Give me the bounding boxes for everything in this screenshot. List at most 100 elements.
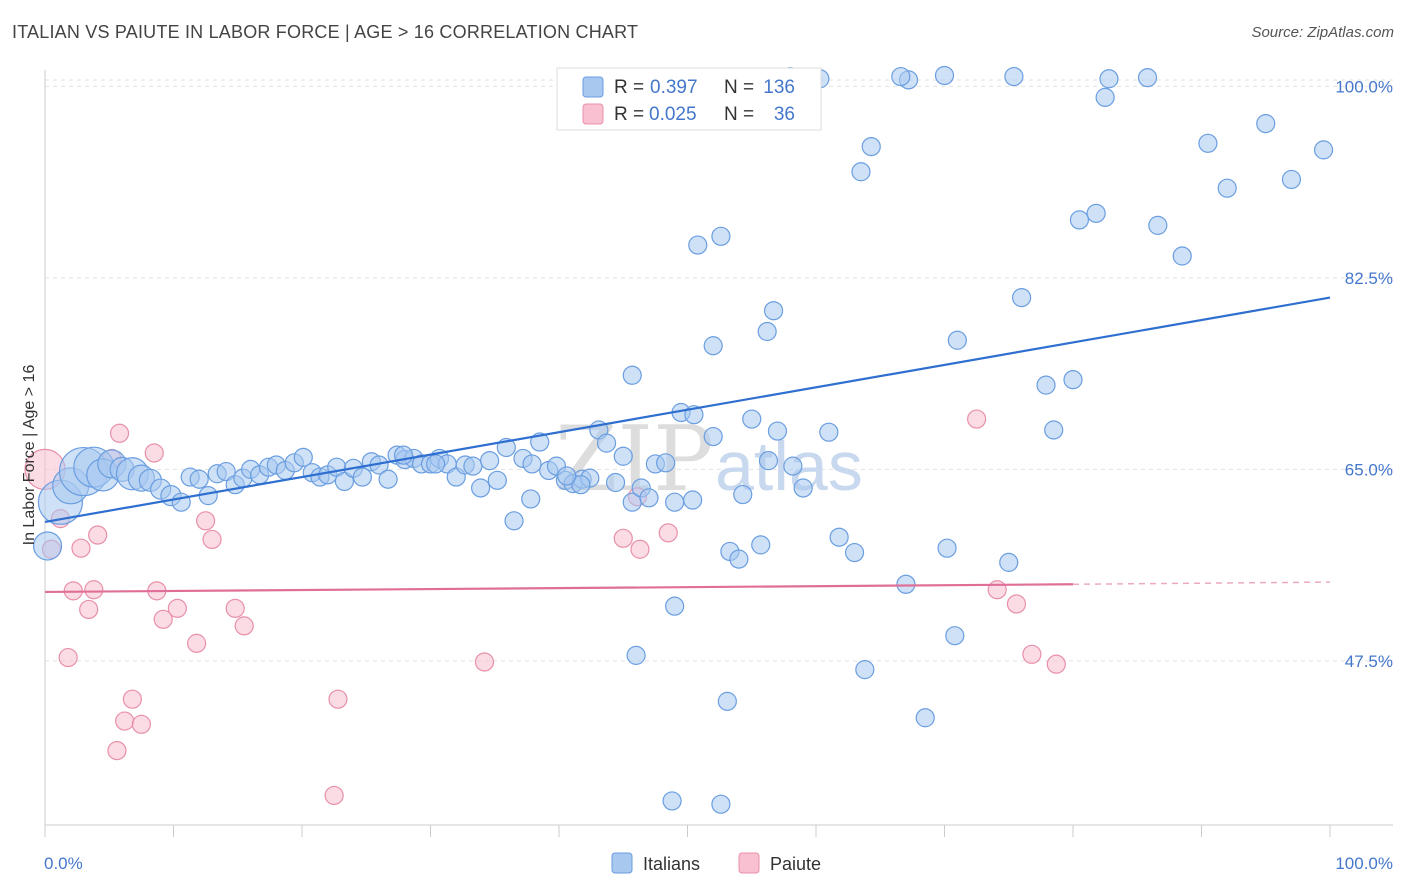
italians-point-107	[861, 136, 881, 157]
paiute-point-32	[1006, 594, 1027, 614]
italians-point-49	[480, 451, 500, 471]
paiute-point-6	[84, 580, 104, 600]
legend-n-label-paiute: N =	[724, 104, 754, 125]
stats-legend: R = 0.397 N = 136 R = 0.025 N = 36	[556, 67, 822, 131]
paiute-point-11	[115, 711, 135, 731]
y-tick-label-2: 82.5%	[1345, 269, 1393, 288]
y-tick-label-3: 100.0%	[1335, 77, 1393, 96]
paiute-point-25	[474, 652, 495, 672]
paiute-point-17	[167, 598, 187, 618]
italians-point-18	[216, 461, 236, 482]
italians-point-82	[742, 409, 762, 429]
x-tick-label-1: 100.0%	[1335, 854, 1393, 873]
italians-point-81	[729, 549, 749, 569]
paiute-point-21	[225, 598, 245, 618]
italians-point-99	[711, 794, 731, 814]
italians-point-126	[1313, 140, 1334, 160]
italians-point-97	[622, 365, 642, 385]
series-legend-swatch-italians	[611, 852, 633, 874]
italians-point-96	[915, 708, 935, 728]
legend-r-label-paiute: R =	[614, 104, 644, 125]
legend-n-value-italians: 136	[763, 77, 795, 98]
italians-point-27	[293, 447, 313, 467]
paiute-point-23	[328, 689, 348, 709]
italians-point-110	[945, 626, 965, 646]
italians-point-52	[504, 511, 524, 531]
paiute-point-34	[1046, 654, 1066, 674]
italians-point-47	[463, 456, 483, 476]
paiute-point-12	[122, 689, 142, 709]
paiute-point-31	[987, 580, 1007, 600]
y-axis-label: In Labor Force | Age > 16	[21, 365, 38, 546]
italians-point-68	[639, 488, 659, 508]
italians-point-94	[733, 484, 753, 505]
italians-point-54	[521, 489, 541, 509]
italians-point-76	[665, 492, 685, 512]
italians-point-100	[688, 235, 708, 255]
paiute-point-18	[187, 633, 207, 653]
y-tick-label-0: 47.5%	[1345, 652, 1393, 671]
paiute-point-29	[658, 523, 678, 543]
italians-point-123	[1217, 178, 1237, 198]
italians-point-102	[717, 691, 737, 711]
italians-point-112	[1036, 375, 1056, 395]
y-tick-label-1: 65.0%	[1345, 460, 1393, 479]
italians-points	[32, 65, 1334, 814]
italians-point-69	[571, 475, 591, 495]
italians-point-101	[711, 226, 731, 246]
italians-point-65	[613, 446, 633, 466]
italians-point-0	[32, 531, 63, 561]
legend-n-value-paiute: 36	[774, 104, 795, 125]
paiute-point-10	[109, 423, 130, 443]
paiute-point-9	[107, 740, 127, 761]
italians-point-32	[334, 471, 355, 492]
series-legend-label-paiute: Paiute	[770, 854, 821, 874]
italians-point-84	[767, 421, 788, 441]
legend-n-label-italians: N =	[724, 77, 754, 98]
italians-point-103	[763, 301, 784, 321]
italians-point-37	[378, 469, 398, 489]
x-tick-labels: 0.0% 100.0%	[44, 854, 1393, 873]
italians-point-116	[1099, 69, 1119, 89]
paiute-point-33	[1022, 644, 1042, 664]
paiute-point-13	[131, 714, 151, 734]
y-tick-labels: 47.5% 65.0% 82.5% 100.0%	[1335, 77, 1393, 670]
italians-point-90	[703, 336, 723, 356]
italians-point-120	[1172, 246, 1192, 266]
series-legend-swatch-paiute	[738, 852, 760, 874]
italians-point-79	[703, 426, 723, 447]
italians-point-124	[1256, 114, 1276, 134]
paiute-point-19	[196, 511, 216, 531]
legend-r-value-italians: 0.397	[650, 77, 698, 98]
italians-point-95	[855, 660, 875, 680]
italians-point-89	[844, 542, 865, 563]
italians-point-16	[198, 486, 218, 506]
paiute-point-2	[58, 647, 78, 668]
chart-title: ITALIAN VS PAIUTE IN LABOR FORCE | AGE >…	[12, 22, 639, 42]
paiute-point-16	[153, 609, 173, 629]
italians-point-109	[896, 574, 916, 594]
italians-point-34	[352, 467, 372, 487]
italians-point-125	[1281, 169, 1302, 190]
series-legend: Italians Paiute	[611, 852, 821, 874]
italians-point-87	[751, 535, 771, 555]
italians-point-85	[783, 456, 803, 476]
italians-point-86	[793, 478, 813, 498]
italians-point-115	[1044, 420, 1064, 440]
italians-point-114	[999, 552, 1019, 572]
paiute-point-20	[202, 529, 222, 550]
legend-r-label-italians: R =	[614, 77, 644, 98]
italians-point-91	[683, 490, 703, 510]
italians-point-92	[626, 645, 646, 665]
italians-point-127	[829, 527, 849, 547]
trendlines	[44, 296, 1331, 594]
italians-point-88	[819, 422, 839, 442]
italians-trendline	[44, 296, 1331, 523]
legend-r-value-paiute: 0.025	[649, 104, 697, 125]
italians-point-63	[596, 433, 617, 453]
italians-point-108	[937, 538, 957, 558]
italians-point-70	[557, 466, 577, 486]
paiute-point-22	[234, 616, 254, 636]
paiute-point-28	[630, 539, 650, 559]
